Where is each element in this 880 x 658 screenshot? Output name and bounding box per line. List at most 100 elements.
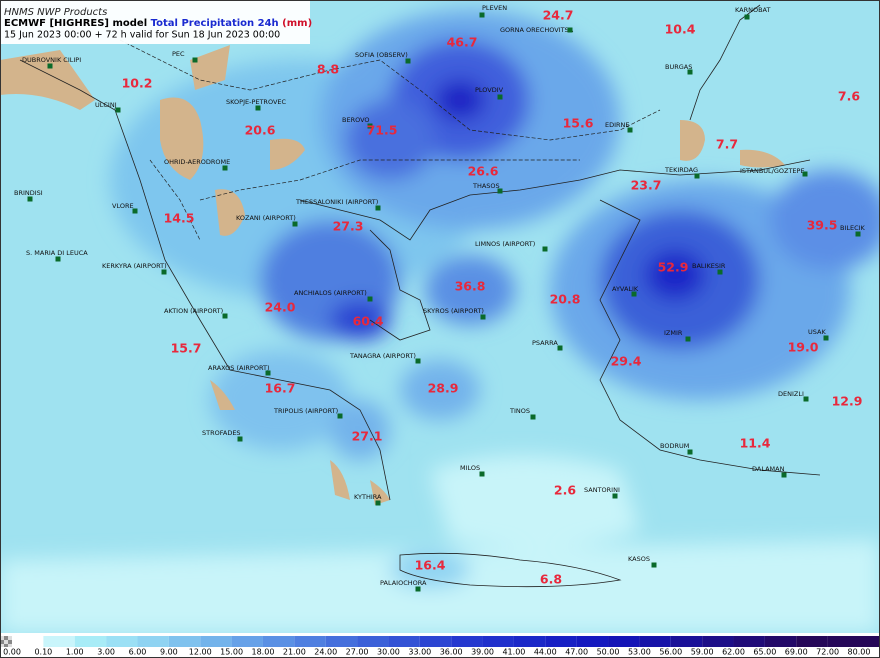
colorbar-label: 69.00 (785, 648, 808, 657)
precip-value: 15.7 (171, 341, 202, 356)
station-label: KARNOBAT (735, 6, 770, 14)
colorbar-label: 65.00 (753, 648, 776, 657)
precip-value: 11.4 (740, 436, 771, 451)
station-label: TINOS (509, 407, 530, 415)
station-marker (567, 27, 573, 33)
colorbar-label: 44.00 (534, 648, 557, 657)
precip-value: 26.6 (468, 164, 499, 179)
products-label: HNMS NWP Products (4, 7, 107, 18)
colorbar-swatch (576, 636, 609, 647)
station-marker (480, 314, 486, 320)
station-label: IZMIR (664, 329, 683, 337)
station-label: BEROVO (342, 116, 370, 124)
station-label: ISTANBUL/GOZTEPE (740, 167, 805, 175)
colorbar-swatch (231, 636, 263, 647)
coastlines (19, 4, 821, 588)
station-label: STROFADES (202, 429, 241, 437)
station-marker (132, 208, 138, 214)
station-marker (530, 414, 536, 420)
station-marker (803, 396, 809, 402)
station-label: KERKYRA (AIRPORT) (102, 262, 167, 270)
station-label: BRINDISI (14, 189, 43, 197)
colorbar-swatch (827, 636, 880, 647)
station-marker (375, 205, 381, 211)
station-marker (823, 335, 829, 341)
precip-value: 16.4 (415, 558, 446, 573)
colorbar-label: 72.00 (816, 648, 839, 657)
station-label: PALAIOCHORA (380, 579, 427, 587)
colorbar-swatch (12, 636, 44, 647)
precip-value: 10.4 (665, 22, 696, 37)
colorbar-label: 59.00 (691, 648, 714, 657)
precip-value: 24.0 (265, 300, 296, 315)
station-label: MILOS (460, 464, 480, 472)
colorbar-swatch (482, 636, 514, 647)
colorbar-swatch (764, 636, 797, 647)
precip-value: 20.8 (550, 292, 581, 307)
station-marker (222, 165, 228, 171)
station-label: BALIKESIR (692, 262, 726, 270)
station-label: SANTORINI (584, 486, 620, 494)
precip-value: 23.7 (631, 178, 662, 193)
station-label: TEKIRDAG (664, 166, 698, 174)
station-label: LIMNOS (AIRPORT) (475, 240, 535, 248)
station-marker (694, 173, 700, 179)
precip-value: 27.1 (352, 429, 383, 444)
station-label: DUBROVNIK CILIPI (22, 56, 81, 64)
borders (119, 39, 661, 241)
colorbar-label: 3.00 (97, 648, 115, 657)
land-patches (0, 45, 785, 505)
station-label: VLORE (112, 202, 134, 210)
station-label: GORNA ORECHOVITSA (500, 26, 574, 34)
station-label: S. MARIA DI LEUCA (26, 249, 88, 257)
colorbar-swatch (74, 636, 107, 647)
precip-value: 29.4 (611, 354, 642, 369)
station-label: SKYROS (AIRPORT) (423, 307, 484, 315)
colorbar-swatch (106, 636, 138, 647)
station-marker (687, 69, 693, 75)
stations: PLEVEN KARNOBAT GORNA ORECHOVITSA PEC DUBROV… (14, 4, 866, 592)
colorbar-swatch (733, 636, 765, 647)
station-marker (47, 63, 53, 69)
station-marker (415, 358, 421, 364)
station-label: BILECIK (840, 224, 866, 232)
precip-value: 71.5 (367, 123, 398, 138)
colorbar-label: 39.00 (471, 648, 494, 657)
station-marker (542, 246, 548, 252)
precip-values: 24.7 10.4 46.7 8.8 10.2 7.6 71.5 15.6 20.6 7.7 26.… (122, 8, 863, 587)
precip-value: 6.8 (540, 572, 562, 587)
colorbar-label: 21.00 (283, 648, 306, 657)
model-label: ECMWF [HIGHRES] model (4, 18, 147, 29)
station-marker (479, 471, 485, 477)
colorbar-label: 6.00 (129, 648, 147, 657)
colorbar-swatch (545, 636, 577, 647)
colorbar-swatch (168, 636, 201, 647)
colorbar-swatch (325, 636, 358, 647)
station-marker (367, 296, 373, 302)
precip-value: 24.7 (543, 8, 574, 23)
colorbar-swatch (262, 636, 295, 647)
precip-value: 52.9 (658, 260, 689, 275)
station-marker (161, 269, 167, 275)
station-marker (627, 127, 633, 133)
station-marker (192, 57, 198, 63)
station-label: SOFIA (OBSERV) (355, 51, 408, 59)
station-label: TANAGRA (AIRPORT) (349, 352, 416, 360)
colorbar-swatch (513, 636, 546, 647)
station-label: ANCHIALOS (AIRPORT) (294, 289, 367, 297)
station-marker (744, 14, 750, 20)
station-marker (265, 370, 271, 376)
colorbar-swatch (200, 636, 232, 647)
colorbar-label: 50.00 (597, 648, 620, 657)
station-marker (27, 196, 33, 202)
valid-time: 15 Jun 2023 00:00 + 72 h valid for Sun 1… (4, 30, 280, 41)
station-marker (685, 336, 691, 342)
station-label: AKTION (AIRPORT) (164, 307, 223, 315)
precip-value: 60.4 (353, 314, 384, 329)
colorbar-label: 30.00 (377, 648, 400, 657)
station-marker (497, 94, 503, 100)
colorbar-swatch (608, 636, 640, 647)
station-marker (55, 256, 61, 262)
colorbar-swatch (639, 636, 671, 647)
station-label: PLOVDIV (475, 86, 504, 94)
